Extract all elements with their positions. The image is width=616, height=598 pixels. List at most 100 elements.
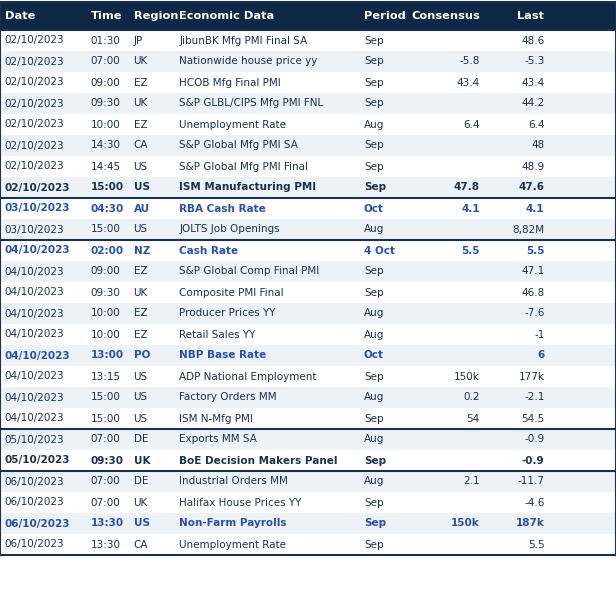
Text: 02/10/2023: 02/10/2023	[5, 182, 70, 193]
Bar	[0, 366, 616, 387]
Text: 02/10/2023: 02/10/2023	[5, 56, 65, 66]
Text: Factory Orders MM: Factory Orders MM	[179, 392, 277, 402]
Text: CA: CA	[134, 539, 148, 550]
Text: 13:15: 13:15	[91, 371, 121, 382]
Text: 09:30: 09:30	[91, 456, 123, 465]
Text: -0.9: -0.9	[522, 456, 545, 465]
Text: Sep: Sep	[364, 78, 384, 87]
Text: 09:30: 09:30	[91, 99, 120, 108]
Text: 04/10/2023: 04/10/2023	[5, 246, 70, 255]
Text: 44.2: 44.2	[521, 99, 545, 108]
Text: -0.9: -0.9	[524, 435, 545, 444]
Text: 13:30: 13:30	[91, 518, 124, 529]
Text: 02/10/2023: 02/10/2023	[5, 161, 65, 172]
Text: Region: Region	[134, 11, 178, 21]
Text: S&P Global Mfg PMI SA: S&P Global Mfg PMI SA	[179, 141, 298, 151]
Text: 150k: 150k	[451, 518, 480, 529]
Text: 54: 54	[466, 413, 480, 423]
Text: ADP National Employment: ADP National Employment	[179, 371, 317, 382]
Bar	[0, 219, 616, 240]
Text: Period: Period	[364, 11, 406, 21]
Text: 4.1: 4.1	[526, 203, 545, 213]
Text: 15:00: 15:00	[91, 224, 120, 234]
Bar	[0, 261, 616, 282]
Text: Exports MM SA: Exports MM SA	[179, 435, 257, 444]
Text: 2.1: 2.1	[463, 477, 480, 487]
Text: 5.5: 5.5	[526, 246, 545, 255]
Text: EZ: EZ	[134, 78, 147, 87]
Text: 6.4: 6.4	[463, 120, 480, 130]
Text: ISM N-Mfg PMI: ISM N-Mfg PMI	[179, 413, 253, 423]
Text: 48: 48	[531, 141, 545, 151]
Text: -5.8: -5.8	[460, 56, 480, 66]
Text: 07:00: 07:00	[91, 56, 120, 66]
Bar	[0, 114, 616, 135]
Text: 02/10/2023: 02/10/2023	[5, 78, 65, 87]
Text: Unemployment Rate: Unemployment Rate	[179, 539, 286, 550]
Text: 02/10/2023: 02/10/2023	[5, 120, 65, 130]
Text: US: US	[134, 371, 148, 382]
Text: UK: UK	[134, 56, 148, 66]
Text: 46.8: 46.8	[521, 288, 545, 297]
Text: 48.9: 48.9	[521, 161, 545, 172]
Text: US: US	[134, 224, 148, 234]
Text: -1: -1	[534, 329, 545, 340]
Text: Sep: Sep	[364, 141, 384, 151]
Bar	[0, 282, 616, 303]
Text: NBP Base Rate: NBP Base Rate	[179, 350, 267, 361]
Text: AU: AU	[134, 203, 150, 213]
Text: 02/10/2023: 02/10/2023	[5, 99, 65, 108]
Bar	[0, 429, 616, 450]
Text: 02/10/2023: 02/10/2023	[5, 35, 65, 45]
Text: Sep: Sep	[364, 498, 384, 508]
Text: 05/10/2023: 05/10/2023	[5, 435, 65, 444]
Text: JibunBK Mfg PMI Final SA: JibunBK Mfg PMI Final SA	[179, 35, 307, 45]
Text: 8,82M: 8,82M	[513, 224, 545, 234]
Text: Non-Farm Payrolls: Non-Farm Payrolls	[179, 518, 286, 529]
Text: UK: UK	[134, 456, 150, 465]
Bar	[0, 303, 616, 324]
Text: DE: DE	[134, 477, 148, 487]
Text: PO: PO	[134, 350, 150, 361]
Text: 04/10/2023: 04/10/2023	[5, 371, 65, 382]
Text: 5.5: 5.5	[461, 246, 480, 255]
Text: 14:45: 14:45	[91, 161, 121, 172]
Text: 187k: 187k	[516, 518, 545, 529]
Text: HCOB Mfg Final PMI: HCOB Mfg Final PMI	[179, 78, 281, 87]
Text: ISM Manufacturing PMI: ISM Manufacturing PMI	[179, 182, 316, 193]
Bar	[0, 156, 616, 177]
Text: S&P Global Comp Final PMI: S&P Global Comp Final PMI	[179, 267, 320, 276]
Text: 02/10/2023: 02/10/2023	[5, 141, 65, 151]
Text: -5.3: -5.3	[524, 56, 545, 66]
Text: Sep: Sep	[364, 539, 384, 550]
Text: -7.6: -7.6	[524, 309, 545, 319]
Bar	[0, 345, 616, 366]
Text: 15:00: 15:00	[91, 392, 120, 402]
Bar	[0, 135, 616, 156]
Bar	[0, 72, 616, 93]
Text: Sep: Sep	[364, 288, 384, 297]
Text: Sep: Sep	[364, 35, 384, 45]
Text: 04/10/2023: 04/10/2023	[5, 267, 65, 276]
Text: Consensus: Consensus	[411, 11, 480, 21]
Text: 13:00: 13:00	[91, 350, 124, 361]
Text: 04/10/2023: 04/10/2023	[5, 329, 65, 340]
Text: Sep: Sep	[364, 456, 386, 465]
Text: Aug: Aug	[364, 120, 384, 130]
Text: 06/10/2023: 06/10/2023	[5, 539, 65, 550]
Text: JP: JP	[134, 35, 143, 45]
Text: 13:30: 13:30	[91, 539, 121, 550]
Text: S&P GLBL/CIPS Mfg PMI FNL: S&P GLBL/CIPS Mfg PMI FNL	[179, 99, 323, 108]
Bar	[0, 534, 616, 555]
Text: 4 Oct: 4 Oct	[364, 246, 395, 255]
Text: US: US	[134, 161, 148, 172]
Text: 04/10/2023: 04/10/2023	[5, 309, 65, 319]
Text: -4.6: -4.6	[524, 498, 545, 508]
Text: Sep: Sep	[364, 161, 384, 172]
Text: RBA Cash Rate: RBA Cash Rate	[179, 203, 266, 213]
Text: 10:00: 10:00	[91, 329, 120, 340]
Text: 47.6: 47.6	[519, 182, 545, 193]
Text: Aug: Aug	[364, 392, 384, 402]
Text: JOLTS Job Openings: JOLTS Job Openings	[179, 224, 280, 234]
Text: 09:00: 09:00	[91, 78, 120, 87]
